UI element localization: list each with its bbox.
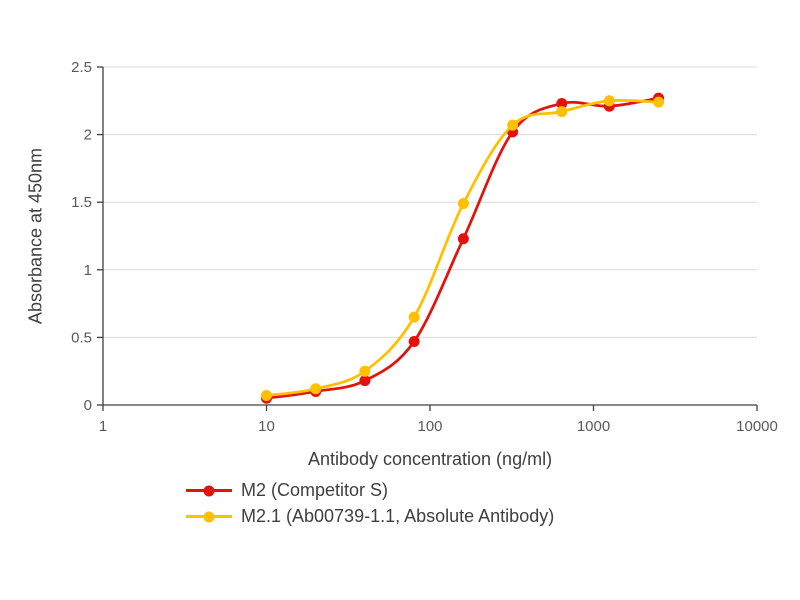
x-tick-label: 1000 [577, 418, 610, 435]
legend-label-m2-1: M2.1 (Ab00739-1.1, Absolute Antibody) [241, 506, 555, 526]
series-line-1 [265, 98, 660, 397]
legend-label-m2: M2 (Competitor S) [241, 480, 389, 500]
series-line-0 [265, 96, 660, 400]
x-axis-label: Antibody concentration (ng/ml) [307, 449, 553, 469]
legend-item-m2-1: M2.1 (Ab00739-1.1, Absolute Antibody) [186, 506, 554, 527]
y-tick-label: 0.5 [71, 329, 92, 346]
x-tick-label: 1 [99, 418, 107, 435]
data-point-1 [653, 96, 665, 108]
data-point-1 [507, 119, 519, 131]
data-point-0 [359, 375, 371, 387]
data-point-1 [556, 106, 568, 118]
data-point-1 [408, 311, 420, 323]
data-point-0 [556, 98, 568, 110]
legend-marker-m2 [186, 485, 232, 497]
y-tick-label: 2.5 [71, 59, 92, 76]
data-point-0 [408, 335, 420, 347]
y-tick-label: 1 [84, 262, 92, 279]
x-tick-label: 100 [417, 418, 442, 435]
y-axis-label: Absorbance at 450nm [25, 147, 46, 325]
data-point-1 [310, 383, 322, 395]
legend-marker-m2-1 [186, 511, 232, 523]
chart-legend: M2 (Competitor S) M2.1 (Ab00739-1.1, Abs… [186, 480, 554, 527]
data-point-1 [457, 198, 469, 210]
y-tick-label: 0 [84, 397, 92, 414]
y-tick-label: 2 [84, 127, 92, 144]
data-point-1 [261, 390, 272, 402]
data-point-1 [603, 95, 615, 107]
x-tick-label: 10000 [736, 418, 778, 435]
y-tick-label: 1.5 [71, 194, 92, 211]
data-point-1 [359, 365, 371, 377]
data-point-0 [457, 233, 469, 245]
legend-item-m2: M2 (Competitor S) [186, 480, 554, 501]
x-tick-label: 10 [258, 418, 275, 435]
